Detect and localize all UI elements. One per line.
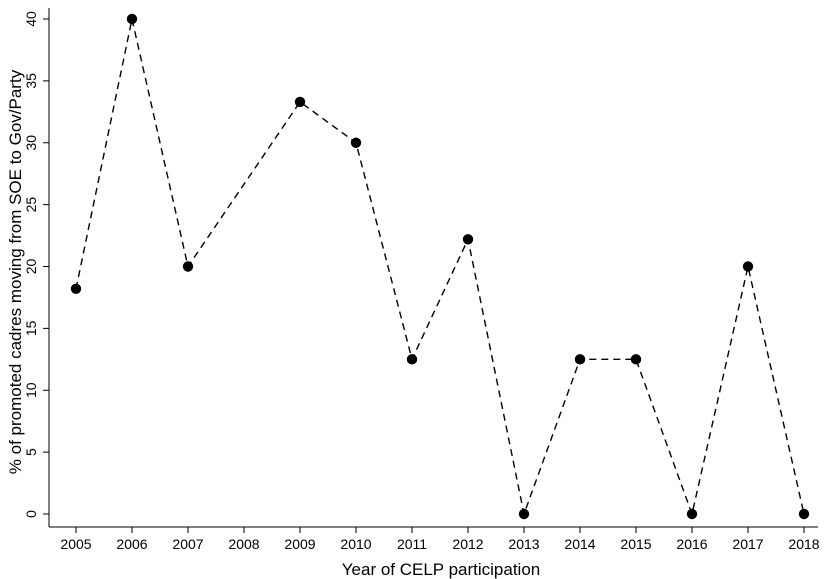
data-point-2017 xyxy=(742,261,754,272)
y-axis-title: % of promoted cadres moving from SOE to … xyxy=(6,69,25,474)
data-point-2016 xyxy=(686,508,698,520)
data-point-2009 xyxy=(294,96,306,108)
data-point-2014 xyxy=(574,354,586,365)
data-point-2006 xyxy=(126,13,138,25)
x-tick-label: 2005 xyxy=(60,536,91,552)
y-tick-label: 25 xyxy=(23,197,39,213)
y-tick-label: 40 xyxy=(23,11,39,27)
y-tick-label: 35 xyxy=(23,73,39,89)
x-tick-label: 2008 xyxy=(228,536,259,552)
y-tick-label: 10 xyxy=(23,382,39,398)
x-tick-label: 2007 xyxy=(172,536,203,552)
x-tick-label: 2013 xyxy=(508,536,539,552)
data-points xyxy=(70,13,810,520)
data-point-2013 xyxy=(518,508,530,520)
y-tick-label: 0 xyxy=(23,510,39,518)
x-axis: 2005 2006 2007 2008 2009 2010 2011 2012 2013 2014… xyxy=(49,526,820,552)
y-axis: 0 5 10 15 20 25 30 35 40 xyxy=(23,8,50,527)
x-tick-label: 2014 xyxy=(564,536,595,552)
data-point-2005 xyxy=(70,283,82,294)
x-tick-label: 2010 xyxy=(340,536,371,552)
y-tick-label: 20 xyxy=(23,259,39,275)
x-axis-title: Year of CELP participation xyxy=(342,560,540,579)
x-tick-label: 2006 xyxy=(116,536,147,552)
data-point-2011 xyxy=(406,354,418,365)
x-tick-label: 2016 xyxy=(676,536,707,552)
data-point-2007 xyxy=(182,261,194,272)
data-point-2010 xyxy=(350,137,362,148)
y-tick-label: 30 xyxy=(23,135,39,151)
x-tick-label: 2017 xyxy=(732,536,763,552)
data-point-2015 xyxy=(630,354,642,365)
x-tick-label: 2011 xyxy=(397,536,427,552)
y-tick-label: 15 xyxy=(23,320,39,336)
data-point-2012 xyxy=(462,234,474,245)
data-point-2018 xyxy=(798,508,810,520)
x-tick-label: 2015 xyxy=(620,536,651,552)
x-tick-label: 2012 xyxy=(452,536,483,552)
x-tick-label: 2018 xyxy=(788,536,819,552)
x-tick-label: 2009 xyxy=(284,536,315,552)
y-tick-label: 5 xyxy=(23,448,39,456)
